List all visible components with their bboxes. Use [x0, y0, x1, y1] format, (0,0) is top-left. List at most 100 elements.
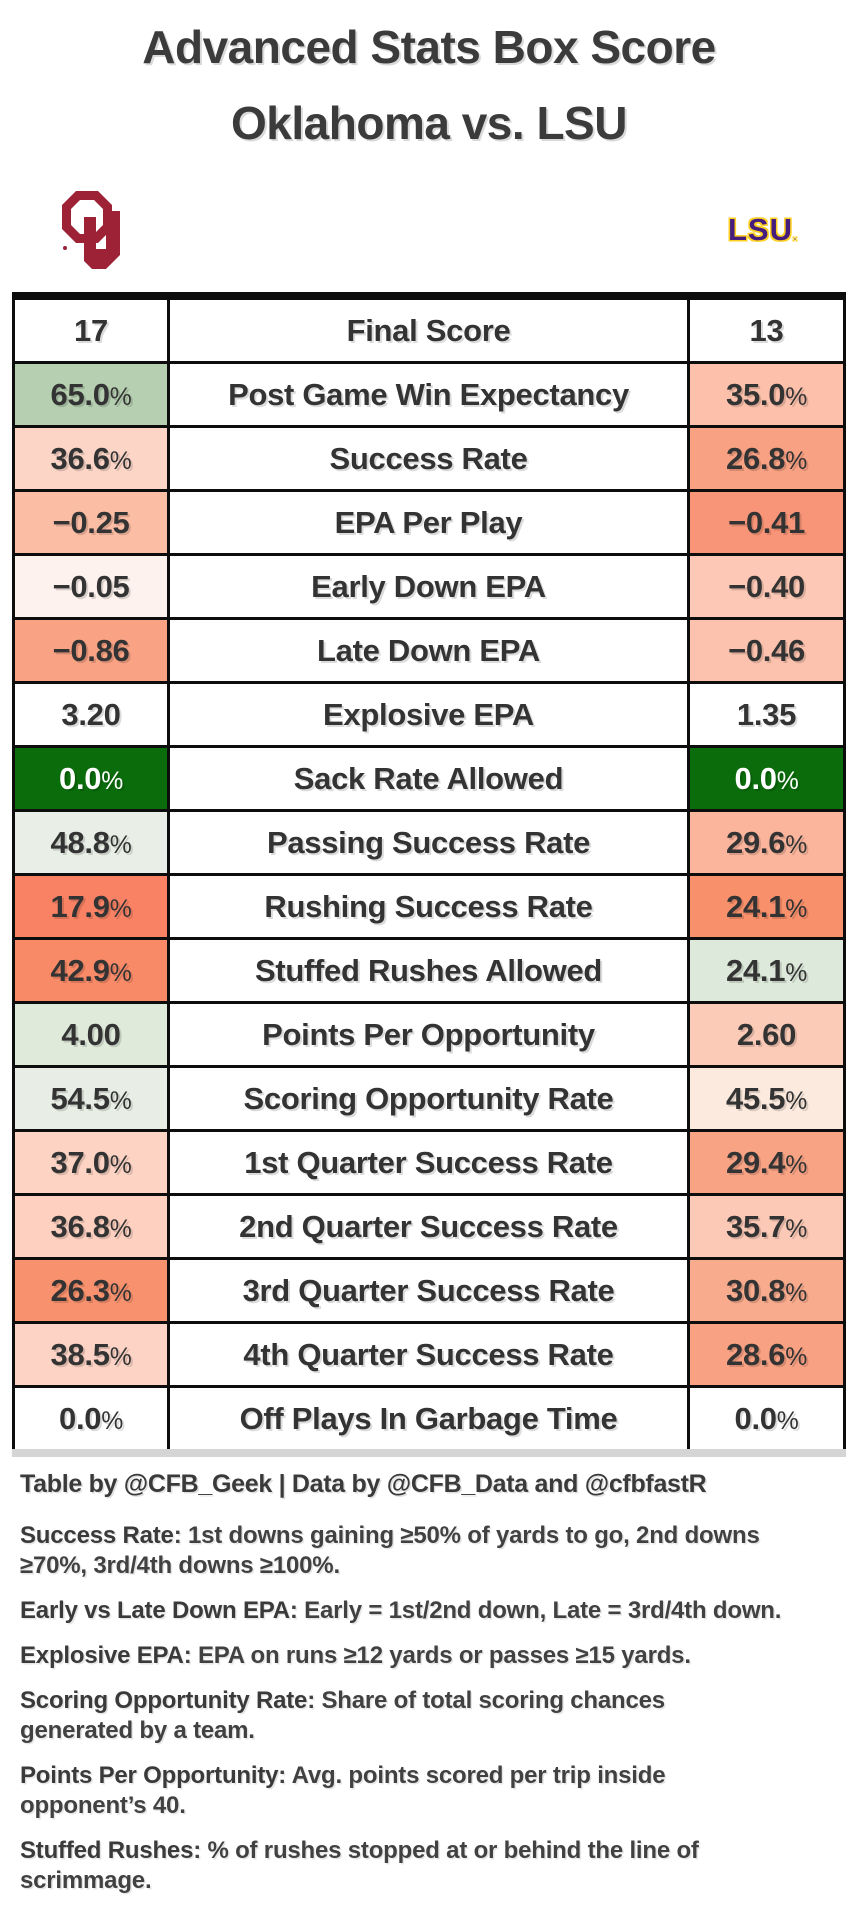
- table-row: 26.3% 3rd Quarter Success Rate 30.8%: [15, 1260, 843, 1324]
- footer: Table by @CFB_Geek | Data by @CFB_Data a…: [0, 1457, 858, 1911]
- lsu-value-cell-text: 28.6%: [726, 1336, 807, 1372]
- table-bottom-border: [12, 1449, 846, 1457]
- percent-sign: %: [109, 447, 132, 475]
- percent-sign: %: [776, 1407, 799, 1435]
- metric-label-cell-text: Early Down EPA: [311, 568, 546, 604]
- oklahoma-value-cell: 54.5%: [15, 1068, 167, 1129]
- metric-label-cell: 4th Quarter Success Rate: [167, 1324, 690, 1385]
- lsu-value-cell: 35.0%: [690, 364, 843, 425]
- oklahoma-value-cell: 4.00: [15, 1004, 167, 1065]
- oklahoma-value-cell-text: 42.9%: [50, 952, 132, 988]
- percent-sign: %: [109, 895, 132, 923]
- metric-label-cell: Final Score: [167, 300, 690, 361]
- oklahoma-value-cell-text: −0.25: [52, 504, 130, 540]
- oklahoma-value-cell-text: 17.9%: [50, 888, 132, 924]
- metric-label-cell: EPA Per Play: [167, 492, 690, 553]
- percent-sign: %: [101, 1407, 123, 1435]
- table-row: 65.0% Post Game Win Expectancy 35.0%: [15, 364, 843, 428]
- lsu-value-cell: 45.5%: [690, 1068, 843, 1129]
- oklahoma-value-cell: 36.6%: [15, 428, 167, 489]
- metric-label-cell-text: 2nd Quarter Success Rate: [239, 1208, 618, 1244]
- percent-sign: %: [776, 767, 799, 795]
- matchup-title: Oklahoma vs. LSU: [231, 97, 627, 149]
- glossary-definition: : Avg. points scored per trip inside opp…: [20, 1762, 666, 1819]
- percent-sign: %: [101, 767, 123, 795]
- lsu-value-cell: 24.1%: [690, 940, 843, 1001]
- lsu-value-cell-text: 29.4%: [726, 1144, 807, 1180]
- oklahoma-value-cell: 37.0%: [15, 1132, 167, 1193]
- lsu-value-cell: 28.6%: [690, 1324, 843, 1385]
- table-body: 17 Final Score 13 65.0% Post Game Win Expect…: [12, 300, 846, 1449]
- percent-sign: %: [785, 1343, 807, 1371]
- percent-sign: %: [109, 1087, 132, 1115]
- table-row: 17 Final Score 13: [15, 300, 843, 364]
- table-row: −0.25 EPA Per Play −0.41: [15, 492, 843, 556]
- lsu-value-cell: 2.60: [690, 1004, 843, 1065]
- lsu-value-cell-text: −0.46: [728, 632, 805, 668]
- oklahoma-value-cell: 0.0%: [15, 1388, 167, 1449]
- page-title: Advanced Stats Box Score: [142, 21, 716, 73]
- oklahoma-value-cell-text: 0.0%: [59, 760, 123, 796]
- oklahoma-value-cell-text: 4.00: [61, 1016, 121, 1052]
- percent-sign: %: [785, 831, 807, 859]
- oklahoma-value-cell: 17: [15, 300, 167, 361]
- metric-label-cell-text: Passing Success Rate: [266, 824, 591, 860]
- metric-label-cell-text: Post Game Win Expectancy: [228, 376, 629, 412]
- percent-sign: %: [109, 831, 132, 859]
- oklahoma-value-cell-text: 65.0%: [50, 376, 132, 412]
- oklahoma-value-cell-text: 48.8%: [50, 824, 132, 860]
- lsu-value-cell-text: 13: [749, 312, 784, 348]
- lsu-value-cell-text: 35.7%: [726, 1208, 807, 1244]
- oklahoma-value-cell: 42.9%: [15, 940, 167, 1001]
- metric-label-cell-text: 1st Quarter Success Rate: [244, 1144, 613, 1180]
- percent-sign: %: [785, 447, 807, 475]
- lsu-value-cell-text: 30.8%: [726, 1272, 807, 1308]
- table-row: 36.6% Success Rate 26.8%: [15, 428, 843, 492]
- table-row: 36.8% 2nd Quarter Success Rate 35.7%: [15, 1196, 843, 1260]
- metric-label-cell-text: Points Per Opportunity: [262, 1016, 595, 1052]
- metric-label-cell: Points Per Opportunity: [167, 1004, 690, 1065]
- metric-label-cell-text: Late Down EPA: [317, 632, 540, 668]
- percent-sign: %: [785, 1087, 807, 1115]
- percent-sign: %: [785, 1279, 807, 1307]
- metric-label-cell-text: Final Score: [346, 312, 511, 348]
- table-row: 37.0% 1st Quarter Success Rate 29.4%: [15, 1132, 843, 1196]
- advanced-stats-table: 17 Final Score 13 65.0% Post Game Win Expect…: [12, 292, 846, 1457]
- glossary-definition: : EPA on runs ≥12 yards or passes ≥15 ya…: [183, 1642, 691, 1669]
- oklahoma-value-cell-text: −0.86: [52, 632, 130, 668]
- glossary-term: Scoring Opportunity Rate: [20, 1687, 308, 1714]
- table-row: 4.00 Points Per Opportunity 2.60: [15, 1004, 843, 1068]
- metric-label-cell: 2nd Quarter Success Rate: [167, 1196, 690, 1257]
- lsu-value-cell: −0.41: [690, 492, 843, 553]
- lsu-value-cell-text: 0.0%: [734, 760, 799, 796]
- oklahoma-value-cell: 0.0%: [15, 748, 167, 809]
- lsu-value-cell-text: −0.41: [728, 504, 805, 540]
- lsu-value-cell: 29.4%: [690, 1132, 843, 1193]
- glossary-note: Scoring Opportunity Rate: Share of total…: [20, 1686, 784, 1746]
- lsu-value-cell: 13: [690, 300, 843, 361]
- glossary-definition: : Early = 1st/2nd down, Late = 3rd/4th d…: [289, 1597, 782, 1624]
- oklahoma-value-cell: 65.0%: [15, 364, 167, 425]
- oklahoma-value-cell: 26.3%: [15, 1260, 167, 1321]
- metric-label-cell-text: Sack Rate Allowed: [293, 760, 564, 796]
- lsu-value-cell-text: 1.35: [736, 696, 797, 732]
- metric-label-cell: Early Down EPA: [167, 556, 690, 617]
- table-row: 17.9% Rushing Success Rate 24.1%: [15, 876, 843, 940]
- oklahoma-value-cell: 38.5%: [15, 1324, 167, 1385]
- metric-label-cell: Post Game Win Expectancy: [167, 364, 690, 425]
- lsu-value-cell-text: 24.1%: [726, 952, 807, 988]
- glossary-note: Points Per Opportunity: Avg. points scor…: [20, 1761, 784, 1821]
- glossary-note: Early vs Late Down EPA: Early = 1st/2nd …: [20, 1596, 784, 1626]
- percent-sign: %: [109, 1215, 132, 1243]
- oklahoma-value-cell: 17.9%: [15, 876, 167, 937]
- metric-label-cell: 3rd Quarter Success Rate: [167, 1260, 690, 1321]
- lsu-value-cell-text: 24.1%: [726, 888, 807, 924]
- table-top-border: [12, 292, 846, 300]
- table-row: −0.05 Early Down EPA −0.40: [15, 556, 843, 620]
- glossary-term: Early vs Late Down EPA: [20, 1597, 290, 1624]
- lsu-value-cell: 26.8%: [690, 428, 843, 489]
- oklahoma-value-cell-text: 0.0%: [59, 1400, 123, 1436]
- oklahoma-value-cell: 36.8%: [15, 1196, 167, 1257]
- percent-sign: %: [109, 1151, 132, 1179]
- glossary-note: Explosive EPA: EPA on runs ≥12 yards or …: [20, 1641, 784, 1671]
